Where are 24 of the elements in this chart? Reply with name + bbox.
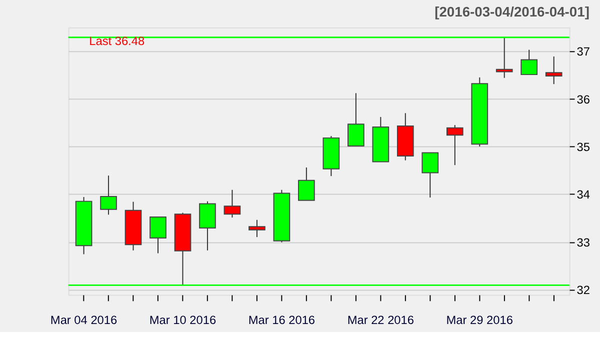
y-tick-label: 36 [576, 92, 590, 106]
candlestick [348, 92, 364, 147]
y-tick-label: 34 [576, 188, 590, 202]
x-tick-label: Mar 04 2016 [50, 312, 118, 327]
candlestick [248, 219, 266, 238]
candlestick [496, 37, 513, 78]
x-tick-label: Mar 29 2016 [446, 312, 514, 327]
candlestick [298, 166, 315, 201]
candlestick [545, 56, 562, 85]
y-tick-label: 32 [576, 282, 590, 297]
y-tick-label: 37 [576, 44, 590, 59]
x-tick-label: Mar 22 2016 [347, 312, 414, 327]
candlestick [520, 49, 538, 76]
candlestick [100, 175, 117, 216]
x-tick-label: Mar 10 2016 [149, 312, 216, 327]
y-tick-label: 35 [576, 140, 590, 154]
candlestick [150, 216, 166, 254]
candlestick [224, 189, 241, 218]
x-tick-label: Mar 16 2016 [248, 312, 316, 327]
annotation: Last 36.48 [89, 34, 145, 48]
candlestick [446, 124, 464, 166]
chart-subtitle: [2016-03-04/2016-04-01] [434, 3, 590, 20]
y-tick-label: 33 [576, 235, 590, 250]
candlestick [422, 152, 439, 198]
